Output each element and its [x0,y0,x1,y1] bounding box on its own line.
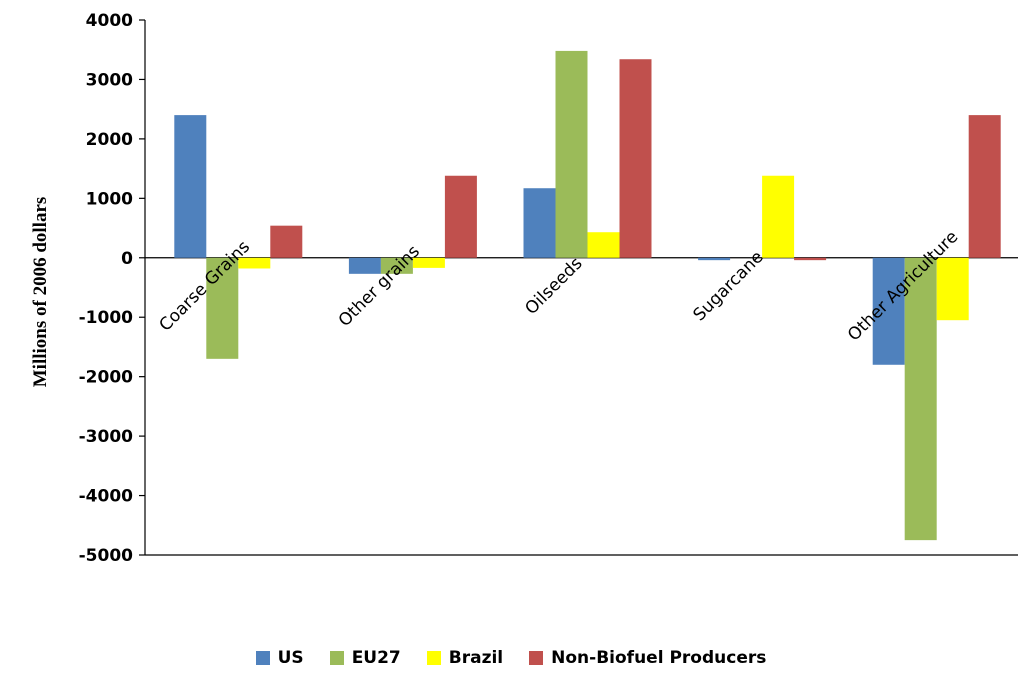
y-axis-label: Millions of 2006 dollars [30,197,51,388]
bar-us [348,257,381,274]
bar-non-biofuel-producers [794,257,827,261]
bar-us [872,257,905,365]
y-tick-label: 3000 [86,70,133,90]
y-tick-label: 4000 [86,11,133,31]
bar-non-biofuel-producers [619,59,652,258]
y-tick-label: 0 [121,249,133,269]
legend-item: EU27 [329,648,401,668]
legend-label: Non-Biofuel Producers [551,648,767,668]
bar-eu27 [206,257,239,359]
y-tick-label: -3000 [79,427,134,447]
y-tick-label: -5000 [79,546,134,566]
legend-item: Non-Biofuel Producers [529,648,766,668]
y-tick-label: -4000 [79,487,134,507]
bar-brazil [412,257,445,268]
x-tick-label: Other grains [335,242,424,331]
legend-item: Brazil [426,648,504,668]
legend-swatch [255,651,270,665]
y-tick-label: -1000 [79,308,134,328]
legend-label: US [277,648,304,668]
bar-us [698,257,731,261]
legend-swatch [329,651,344,665]
bar-eu27 [904,257,937,541]
axes: 4000 3000 2000 1000 0 -1000 -2000 -3000 -4000 -50… [79,11,1018,566]
bars [174,50,1001,541]
bar-eu27 [555,50,588,258]
legend-swatch [426,651,441,665]
bar-non-biofuel-producers [444,175,477,258]
bar-brazil [238,257,271,269]
legend-label: EU27 [351,648,401,668]
chart: 4000 3000 2000 1000 0 -1000 -2000 -3000 -4000 -50… [30,11,1018,566]
y-tick-label: 1000 [86,189,133,209]
legend-swatch [529,651,544,665]
bar-non-biofuel-producers [968,115,1001,258]
bar-us [523,188,556,258]
y-tick-label: -2000 [79,368,134,388]
bar-brazil [936,257,969,321]
bar-eu27 [380,257,413,274]
x-tick-label: Oilseeds [521,254,586,319]
legend-label: Brazil [448,648,504,668]
bar-brazil [587,232,620,258]
legend: US EU27 Brazil Non-Biofuel Producers [0,648,1022,668]
legend-item: US [255,648,304,668]
bar-brazil [762,175,795,258]
bar-non-biofuel-producers [270,225,303,258]
bar-us [174,115,207,258]
y-tick-label: 2000 [86,130,133,150]
